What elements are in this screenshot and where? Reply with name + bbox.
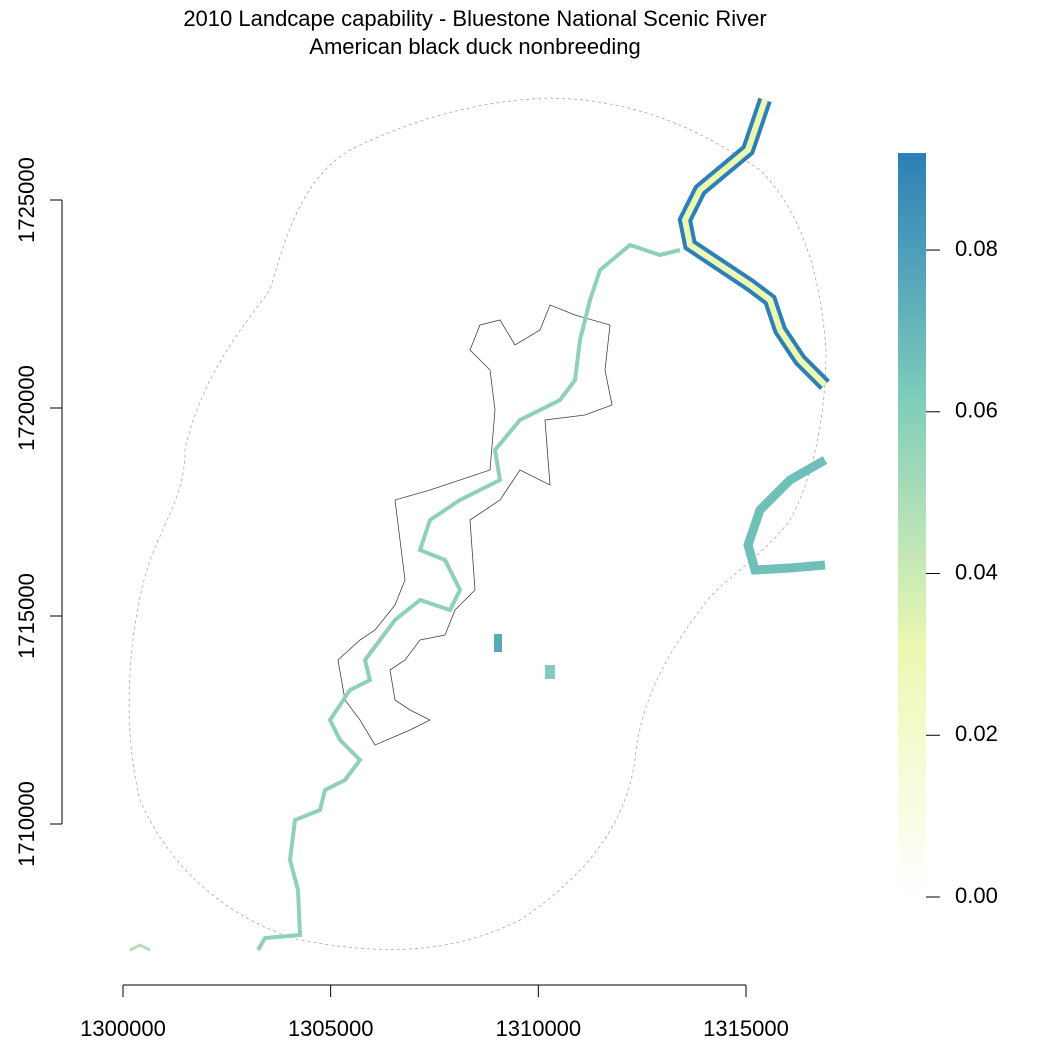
x-tick-label: 1310000 (496, 1016, 582, 1041)
colorbar-tick-label: 0.06 (955, 398, 998, 423)
x-tick-label: 1305000 (288, 1016, 374, 1041)
colorbar-tick-label: 0.00 (955, 883, 998, 908)
colorbar-tick-label: 0.08 (955, 236, 998, 261)
axes (61, 200, 746, 986)
buffer-boundary (128, 97, 827, 950)
lower-river (743, 456, 828, 575)
y-tick-label: 1715000 (14, 573, 39, 659)
y-tick-label: 1710000 (14, 781, 39, 867)
colorbar-tick-label: 0.02 (955, 721, 998, 746)
lower-left-river (129, 943, 151, 952)
chart-subtitle: American black duck nonbreeding (309, 34, 640, 59)
colorbar-tick-label: 0.04 (955, 559, 998, 584)
map (128, 97, 830, 952)
y-tick-label: 1720000 (14, 365, 39, 451)
colorbar (898, 153, 926, 897)
patch (545, 665, 555, 679)
y-tick-label: 1725000 (14, 157, 39, 243)
main-river-core (681, 99, 828, 388)
tributary (256, 242, 681, 952)
x-tick-label: 1315000 (703, 1016, 789, 1041)
chart-title: 2010 Landcape capability - Bluestone Nat… (183, 6, 766, 31)
patch (494, 634, 502, 652)
main-river (677, 97, 830, 390)
x-tick-label: 1300000 (80, 1016, 166, 1041)
park-boundary (337, 304, 613, 746)
